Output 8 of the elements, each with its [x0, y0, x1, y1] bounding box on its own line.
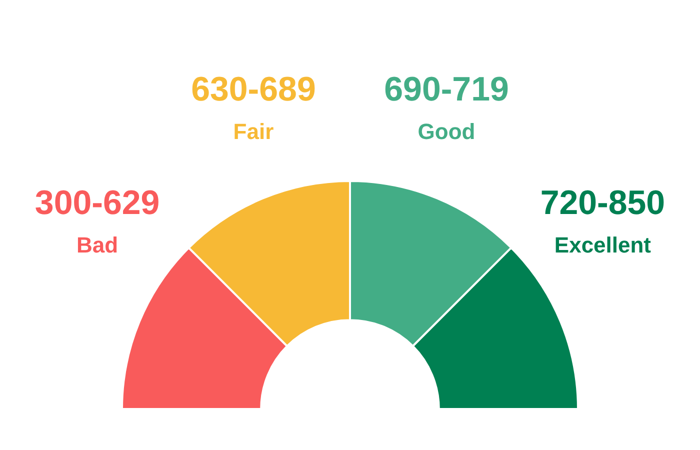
data-label: 720-850 [540, 184, 666, 222]
data-label: 690-719 [384, 70, 509, 108]
data-label: 300-629 [34, 184, 160, 222]
slice-label: Excellent [554, 232, 652, 258]
slice-label: Fair [233, 118, 274, 144]
slice-label: Good [418, 118, 476, 144]
data-label: 630-689 [191, 70, 316, 108]
slice-label: Bad [76, 232, 118, 258]
